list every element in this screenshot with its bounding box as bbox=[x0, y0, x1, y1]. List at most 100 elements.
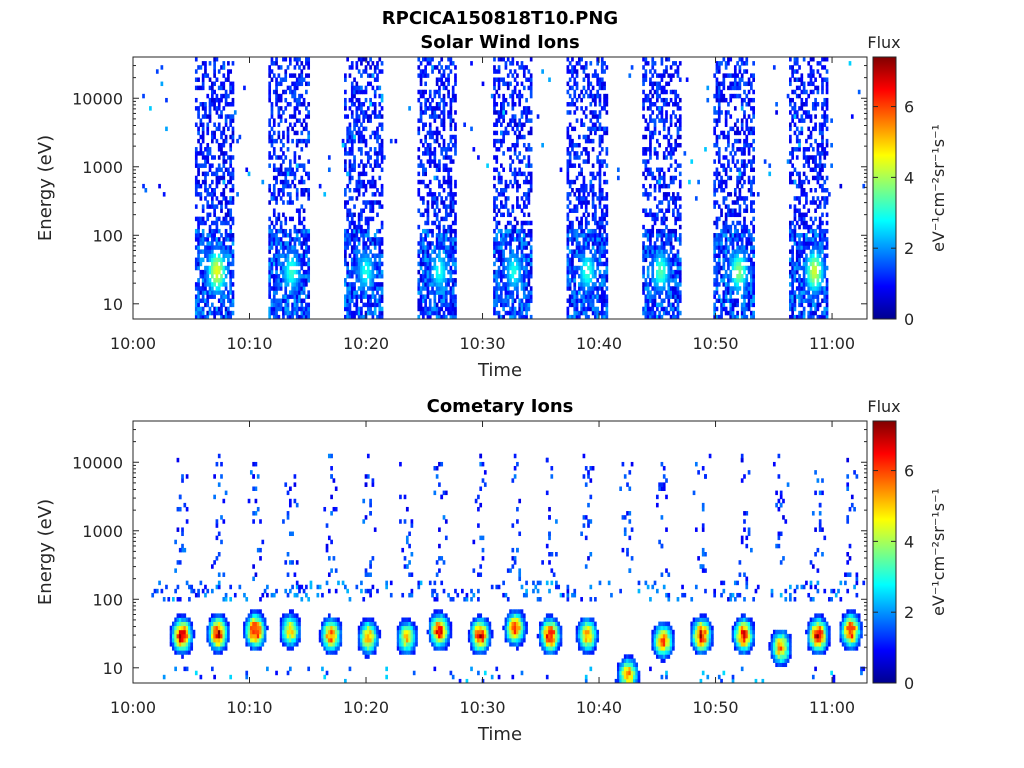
heatmap-cell bbox=[435, 204, 439, 209]
heatmap-cell bbox=[740, 228, 744, 234]
heatmap-cell bbox=[419, 241, 423, 246]
heatmap-cell bbox=[713, 204, 717, 209]
heatmap-cell bbox=[194, 192, 198, 197]
heatmap-cell bbox=[291, 278, 294, 283]
heatmap-cell bbox=[213, 245, 216, 250]
heatmap-cell bbox=[355, 196, 359, 201]
heatmap-cell bbox=[676, 249, 680, 254]
heatmap-cell bbox=[435, 290, 439, 295]
heatmap-cell bbox=[442, 81, 446, 87]
heatmap-cell bbox=[307, 73, 311, 78]
heatmap-cell bbox=[518, 306, 522, 312]
heatmap-cell bbox=[529, 237, 533, 242]
heatmap-cell bbox=[516, 245, 519, 250]
heatmap-cell bbox=[380, 220, 384, 226]
heatmap-cell bbox=[435, 114, 439, 119]
heatmap-cell bbox=[566, 233, 570, 238]
heatmap-cell bbox=[307, 114, 311, 119]
heatmap-cell bbox=[596, 310, 600, 316]
heatmap-cell bbox=[206, 249, 210, 254]
heatmap-cell bbox=[440, 233, 444, 238]
heatmap-cell bbox=[745, 122, 749, 127]
heatmap-cell bbox=[589, 183, 593, 189]
heatmap-cell bbox=[373, 257, 377, 263]
heatmap-cell bbox=[357, 278, 361, 283]
heatmap-cell bbox=[798, 245, 801, 250]
heatmap-cell bbox=[527, 192, 531, 197]
heatmap-cell bbox=[277, 278, 281, 283]
heatmap-cell bbox=[747, 269, 751, 275]
heatmap-cell bbox=[449, 273, 453, 279]
heatmap-cell bbox=[346, 273, 350, 279]
heatmap-cell bbox=[302, 216, 306, 222]
heatmap-cell bbox=[642, 253, 645, 258]
heatmap-cell bbox=[277, 114, 281, 119]
heatmap-cell bbox=[646, 273, 650, 279]
heatmap-cell bbox=[575, 97, 579, 103]
heatmap-cell bbox=[364, 200, 368, 205]
heatmap-cell bbox=[605, 261, 609, 267]
heatmap-cell bbox=[495, 159, 499, 164]
heatmap-cell bbox=[204, 147, 207, 152]
heatmap-cell bbox=[596, 233, 600, 238]
heatmap-cell bbox=[653, 216, 657, 222]
heatmap-cell bbox=[566, 257, 570, 263]
heatmap-cell bbox=[667, 290, 671, 295]
heatmap-cell bbox=[715, 298, 719, 304]
heatmap-cell bbox=[360, 253, 363, 258]
heatmap-cell bbox=[502, 257, 505, 263]
heatmap-cell bbox=[440, 278, 444, 283]
heatmap-cell bbox=[568, 134, 572, 140]
heatmap-cell bbox=[419, 61, 423, 66]
heatmap-cell bbox=[419, 265, 423, 271]
heatmap-cell bbox=[747, 302, 751, 308]
heatmap-cell bbox=[642, 245, 645, 250]
heatmap-cell bbox=[522, 241, 526, 246]
heatmap-cell bbox=[268, 188, 272, 193]
heatmap-cell bbox=[674, 167, 678, 173]
heatmap-cell bbox=[435, 130, 439, 136]
heatmap-cell bbox=[743, 163, 746, 168]
heatmap-cell bbox=[451, 204, 455, 209]
heatmap-cell bbox=[201, 310, 205, 316]
heatmap-cell bbox=[364, 89, 368, 95]
heatmap-cell bbox=[568, 286, 572, 291]
heatmap-cell bbox=[525, 192, 528, 197]
heatmap-cell bbox=[509, 294, 512, 299]
heatmap-cell bbox=[603, 294, 606, 299]
heatmap-cell bbox=[435, 224, 439, 230]
heatmap-cell bbox=[284, 245, 288, 250]
heatmap-cell bbox=[362, 183, 366, 189]
heatmap-cell bbox=[571, 208, 574, 213]
heatmap-cell bbox=[724, 269, 728, 275]
heatmap-cell bbox=[791, 302, 794, 308]
heatmap-cell bbox=[509, 167, 512, 173]
heatmap-cell bbox=[573, 155, 577, 160]
heatmap-cell bbox=[672, 228, 675, 234]
heatmap-cell bbox=[442, 237, 446, 242]
heatmap-cell bbox=[194, 261, 198, 267]
heatmap-cell bbox=[750, 233, 753, 238]
heatmap-cell bbox=[215, 216, 219, 222]
heatmap-cell bbox=[222, 175, 226, 181]
heatmap-cell bbox=[199, 286, 203, 291]
heatmap-cell bbox=[424, 73, 427, 78]
heatmap-cell bbox=[268, 89, 272, 95]
heatmap-cell bbox=[213, 97, 216, 103]
heatmap-cell bbox=[745, 282, 749, 287]
heatmap-cell bbox=[227, 290, 230, 295]
heatmap-cell bbox=[272, 212, 276, 218]
heatmap-cell bbox=[506, 265, 510, 271]
heatmap-cell bbox=[454, 233, 457, 238]
heatmap-cell bbox=[454, 237, 457, 242]
heatmap-cell bbox=[366, 261, 370, 267]
heatmap-cell bbox=[428, 265, 432, 271]
heatmap-cell bbox=[513, 228, 517, 234]
heatmap-cell bbox=[605, 151, 609, 156]
heatmap-cell bbox=[227, 233, 230, 238]
heatmap-cell bbox=[752, 73, 755, 78]
heatmap-cell bbox=[208, 269, 212, 275]
heatmap-cell bbox=[717, 249, 721, 254]
heatmap-cell bbox=[282, 110, 285, 115]
heatmap-cell bbox=[277, 237, 281, 242]
